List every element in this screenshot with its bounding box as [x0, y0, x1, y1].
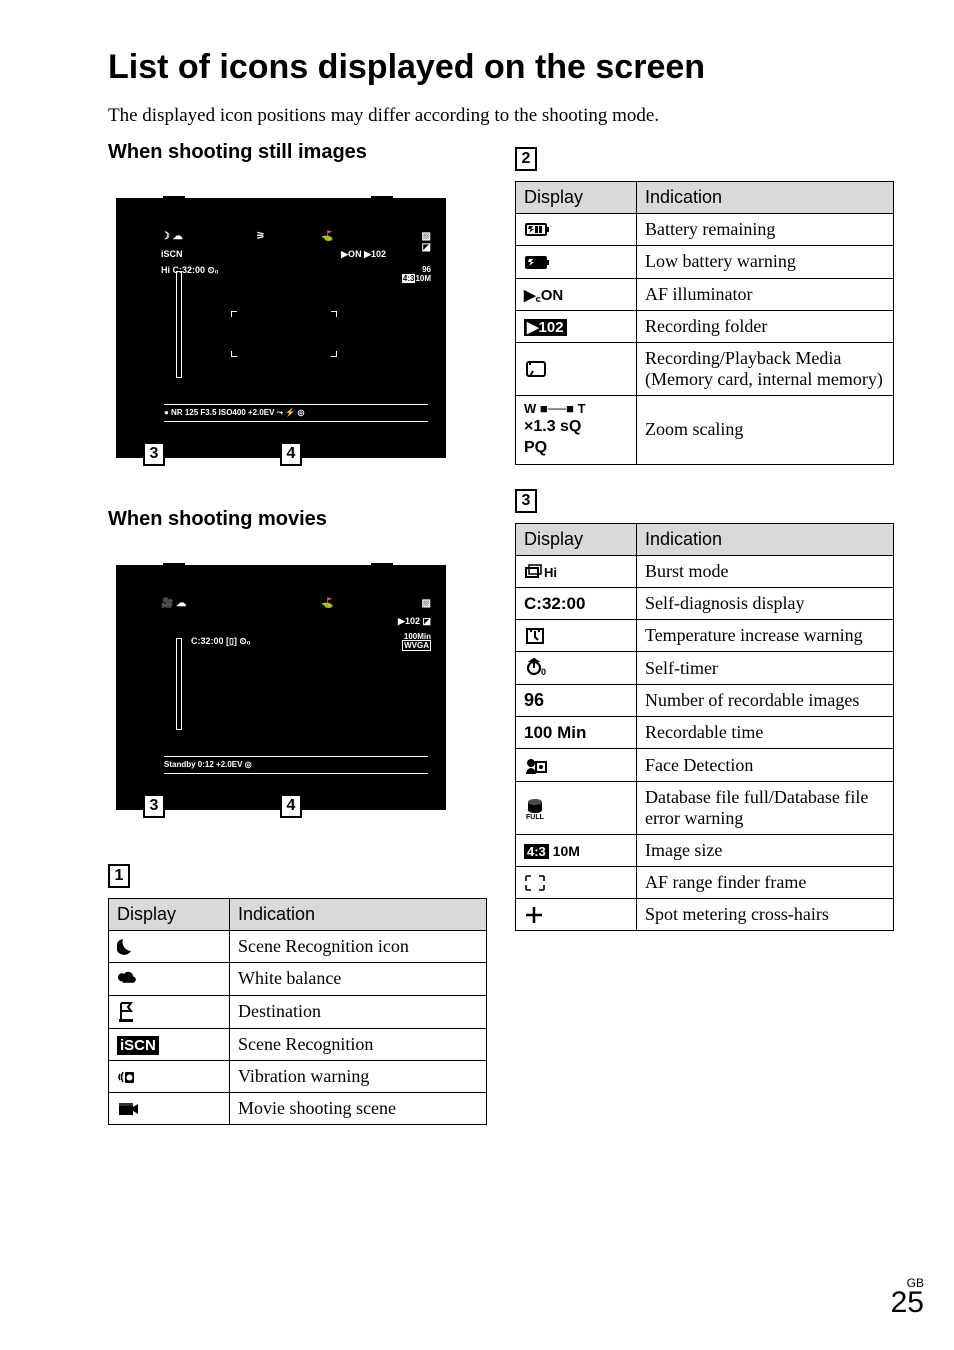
page-title: List of icons displayed on the screen [108, 48, 894, 87]
cell-text: Self-diagnosis display [636, 587, 893, 619]
cell-text: Battery remaining [636, 214, 893, 246]
section-2-label: 2 [515, 147, 537, 171]
shake-icon [117, 1067, 141, 1087]
table-row: ▶꜀ON AF illuminator [516, 278, 894, 310]
cell-text: AF range finder frame [636, 866, 893, 898]
page-number: GB 25 [891, 1276, 924, 1320]
table-row: HiBurst mode [516, 555, 894, 587]
battery-icon [524, 220, 552, 240]
table-2: Display Indication Battery remaining Low… [515, 181, 894, 465]
moon-icon [117, 937, 139, 957]
table-row: Spot metering cross-hairs [516, 898, 894, 930]
table-row: Movie shooting scene [109, 1093, 487, 1125]
temp-icon [524, 626, 548, 646]
callout-3-movie: 3 [143, 794, 165, 818]
section-1-label: 1 [108, 864, 130, 888]
cell-text: White balance [229, 963, 486, 995]
zoom-icon: W ■──■ T ×1.3 sQ PQ [516, 395, 637, 464]
table-3: Display Indication HiBurst mode C:32:00 S… [515, 523, 894, 931]
table-row: Face Detection [516, 749, 894, 781]
afframe-icon [524, 874, 548, 892]
callout-3-still: 3 [143, 442, 165, 466]
imgsize-icon: 4:3 10M [524, 840, 580, 860]
crosshair-icon [524, 905, 544, 925]
th-indication-3: Indication [636, 523, 893, 555]
cell-text: Recording/Playback Media (Memory card, i… [636, 342, 893, 395]
table-row: iSCN Scene Recognition [109, 1028, 487, 1060]
table-row: Low battery warning [516, 246, 894, 278]
table-row: ▶102 Recording folder [516, 310, 894, 342]
cell-text: Spot metering cross-hairs [636, 898, 893, 930]
table-row: Temperature increase warning [516, 619, 894, 651]
flag-icon [117, 1001, 139, 1023]
cloud-icon [117, 970, 139, 990]
table-row: W ■──■ T ×1.3 sQ PQ Zoom scaling [516, 395, 894, 464]
still-screenshot: ☽ ☁ ⚞ ⛳ ▨◪ iSCN ▶ON ▶102 Hi C:32:00 ⏲₀ 9… [116, 198, 446, 458]
c3200-icon: C:32:00 [524, 594, 585, 613]
cell-text: Movie shooting scene [229, 1093, 486, 1125]
min100-icon: 100 Min [524, 723, 586, 742]
intro-text: The displayed icon positions may differ … [108, 105, 894, 127]
th-display-2: Display [516, 182, 637, 214]
table-row: Scene Recognition icon [109, 931, 487, 963]
cell-text: Low battery warning [636, 246, 893, 278]
still-subhead: When shooting still images [108, 141, 487, 164]
movie-icon [117, 1099, 141, 1119]
table-row: C:32:00 Self-diagnosis display [516, 587, 894, 619]
iscn-icon: iSCN [117, 1036, 159, 1055]
cell-text: Vibration warning [229, 1060, 486, 1092]
th-display-3: Display [516, 523, 637, 555]
lowbatt-icon [524, 253, 552, 273]
cell-text: Zoom scaling [636, 395, 893, 464]
th-indication-1: Indication [229, 899, 486, 931]
table-row: Recording/Playback Media (Memory card, i… [516, 342, 894, 395]
afon-icon: ▶꜀ON [524, 287, 563, 304]
th-indication-2: Indication [636, 182, 893, 214]
selftimer-icon [524, 657, 550, 679]
table-row: Destination [109, 995, 487, 1028]
table-row: 100 Min Recordable time [516, 717, 894, 749]
table-row: Database file full/Database file error w… [516, 781, 894, 834]
dbfull-icon [524, 796, 548, 820]
cell-text: AF illuminator [636, 278, 893, 310]
table-1: Display Indication Scene Recognition ico… [108, 898, 487, 1125]
table-row: Vibration warning [109, 1060, 487, 1092]
table-row: 4:3 10M Image size [516, 834, 894, 866]
table-row: White balance [109, 963, 487, 995]
table-row: 96 Number of recordable images [516, 685, 894, 717]
cell-text: Self-timer [636, 652, 893, 685]
cell-text: Scene Recognition icon [229, 931, 486, 963]
callout-4-movie: 4 [280, 794, 302, 818]
cell-text: Number of recordable images [636, 685, 893, 717]
cell-text: Scene Recognition [229, 1028, 486, 1060]
table-row: AF range finder frame [516, 866, 894, 898]
table-row: Self-timer [516, 652, 894, 685]
cell-text: Destination [229, 995, 486, 1028]
cell-text: Burst mode [636, 555, 893, 587]
folder-icon: ▶102 [524, 319, 567, 336]
cell-text: Face Detection [636, 749, 893, 781]
media-icon [524, 359, 550, 379]
callout-4-still: 4 [280, 442, 302, 466]
face-icon [524, 756, 550, 776]
cell-text: Image size [636, 834, 893, 866]
num96-icon: 96 [524, 690, 544, 710]
cell-text: Temperature increase warning [636, 619, 893, 651]
movie-subhead: When shooting movies [108, 508, 487, 531]
cell-text: Database file full/Database file error w… [636, 781, 893, 834]
burst-icon [524, 564, 544, 580]
table-row: Battery remaining [516, 214, 894, 246]
cell-text: Recording folder [636, 310, 893, 342]
th-display-1: Display [109, 899, 230, 931]
section-3-label: 3 [515, 489, 537, 513]
cell-text: Recordable time [636, 717, 893, 749]
